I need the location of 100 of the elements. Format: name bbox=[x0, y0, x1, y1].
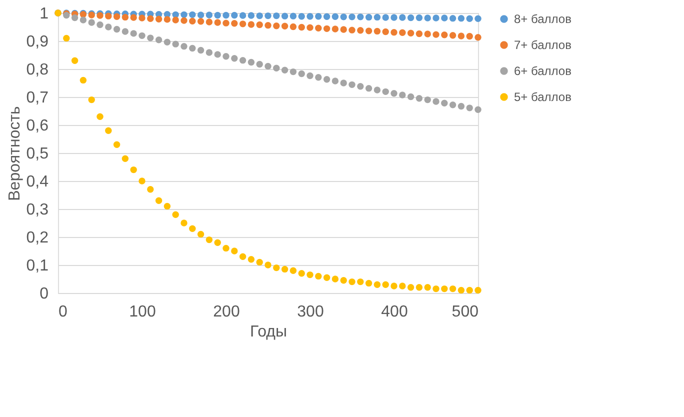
point bbox=[214, 12, 221, 19]
point bbox=[449, 32, 456, 39]
point bbox=[399, 92, 406, 98]
point bbox=[256, 12, 263, 20]
point bbox=[147, 34, 154, 42]
point bbox=[458, 14, 465, 22]
point bbox=[474, 286, 482, 294]
point bbox=[231, 12, 238, 19]
point bbox=[340, 80, 347, 86]
point bbox=[466, 286, 473, 294]
x-axis-title: Годы bbox=[250, 324, 287, 340]
point bbox=[273, 64, 280, 72]
point bbox=[382, 14, 389, 21]
point bbox=[138, 32, 146, 40]
point bbox=[315, 74, 322, 81]
point bbox=[407, 93, 414, 100]
point bbox=[298, 70, 305, 78]
point bbox=[432, 285, 440, 292]
point bbox=[248, 12, 255, 19]
point bbox=[96, 113, 104, 120]
point bbox=[374, 14, 381, 21]
point bbox=[71, 14, 78, 22]
x-tick-label: 500 bbox=[452, 304, 479, 320]
point bbox=[390, 28, 398, 36]
point bbox=[432, 14, 440, 22]
point bbox=[164, 38, 171, 46]
x-tick-label: 400 bbox=[381, 304, 408, 320]
point bbox=[332, 13, 339, 20]
legend-label: 6+ баллов bbox=[514, 64, 572, 78]
point bbox=[348, 14, 356, 20]
point bbox=[180, 220, 188, 226]
point bbox=[390, 282, 398, 290]
point bbox=[441, 31, 448, 38]
point bbox=[382, 281, 389, 288]
legend-label: 5+ баллов bbox=[514, 90, 572, 104]
point bbox=[231, 20, 238, 27]
point bbox=[80, 76, 87, 84]
y-tick-label: 0,3 bbox=[26, 202, 49, 218]
y-tick-label: 0,6 bbox=[26, 118, 49, 134]
point bbox=[164, 202, 171, 210]
point bbox=[298, 24, 305, 31]
point bbox=[63, 34, 70, 42]
x-tick-label: 300 bbox=[297, 304, 324, 320]
point bbox=[113, 26, 120, 33]
point bbox=[424, 96, 431, 104]
point bbox=[348, 26, 356, 34]
point bbox=[424, 284, 431, 291]
point bbox=[189, 11, 196, 18]
y-tick-label: 0,8 bbox=[26, 62, 49, 78]
point bbox=[449, 14, 456, 22]
point bbox=[147, 186, 154, 193]
point bbox=[399, 29, 406, 36]
point bbox=[147, 15, 154, 22]
point bbox=[407, 284, 414, 291]
point bbox=[466, 104, 473, 112]
point bbox=[323, 13, 330, 20]
point bbox=[88, 19, 95, 26]
point bbox=[441, 100, 448, 107]
point bbox=[416, 284, 423, 291]
point bbox=[306, 271, 314, 278]
point bbox=[239, 12, 246, 19]
point bbox=[180, 11, 188, 18]
point bbox=[155, 16, 162, 23]
y-tick-label: 0,9 bbox=[26, 34, 49, 50]
point bbox=[172, 16, 179, 24]
point bbox=[180, 17, 188, 24]
point bbox=[248, 58, 255, 66]
point bbox=[290, 12, 297, 20]
point bbox=[214, 51, 221, 58]
point bbox=[264, 12, 272, 20]
point bbox=[306, 72, 314, 80]
point bbox=[332, 26, 339, 32]
point bbox=[374, 86, 381, 94]
point bbox=[122, 28, 129, 35]
point bbox=[264, 62, 272, 70]
point bbox=[206, 49, 213, 56]
point bbox=[458, 286, 465, 294]
point bbox=[365, 84, 372, 92]
y-axis-title: Вероятность bbox=[6, 106, 24, 201]
point bbox=[365, 14, 372, 21]
point bbox=[206, 12, 213, 18]
point bbox=[155, 36, 162, 44]
point bbox=[407, 30, 414, 37]
point bbox=[113, 13, 120, 20]
point bbox=[214, 19, 221, 26]
point bbox=[474, 106, 482, 113]
point bbox=[441, 285, 448, 292]
point bbox=[416, 95, 423, 102]
point bbox=[449, 101, 456, 108]
point bbox=[222, 244, 230, 252]
point bbox=[256, 60, 263, 68]
point bbox=[222, 12, 230, 19]
y-tick-label: 0,2 bbox=[26, 230, 49, 246]
point bbox=[105, 24, 112, 30]
point bbox=[113, 141, 120, 148]
point bbox=[432, 31, 440, 38]
point bbox=[365, 280, 372, 287]
point bbox=[323, 76, 330, 83]
point bbox=[323, 25, 330, 32]
point bbox=[71, 57, 78, 64]
